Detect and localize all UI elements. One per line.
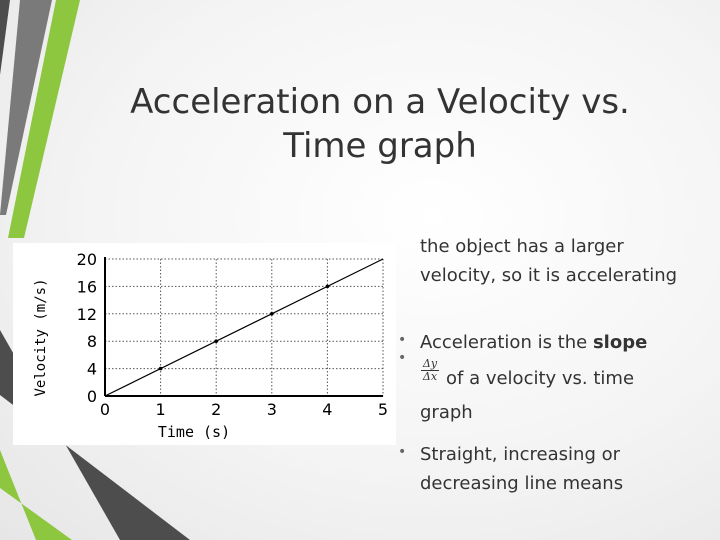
bullet-text-acceleration-prefix: Acceleration is the [420,332,593,353]
bullet-text-object-accelerating: the object has a larger velocity, so it … [420,236,678,286]
fraction-bar [421,370,439,371]
x-tick-label: 4 [322,400,332,419]
series-line [104,258,384,397]
bullet-text-velocity-time-line1: of a velocity vs. time [446,368,635,389]
bullet-item-straight-line: Straight, increasing or decreasing line … [420,440,690,498]
delta-fraction: Δy Δx [420,358,440,383]
x-tick-label: 5 [378,400,388,419]
slide-title: Acceleration on a Velocity vs. Time grap… [130,82,630,166]
data-point [214,339,218,343]
y-tick-label: 12 [77,305,97,324]
bullet-marker: • [398,350,407,366]
x-tick-label: 3 [267,400,277,419]
fraction-denominator: Δx [422,370,438,383]
stripe-dark-left [0,0,10,75]
bullet-marker: • [398,332,407,348]
stripe-green-left [8,0,80,238]
y-tick-label: 4 [87,360,97,379]
x-tick-label: 2 [211,400,221,419]
bullet-marker: • [398,444,407,460]
bullet-item-acceleration-slope: Acceleration is the slope [420,328,690,357]
bullet-text-straight-line: Straight, increasing or decreasing line … [420,444,624,494]
fraction-numerator: Δy [422,357,438,370]
stripe-green-bottom [0,450,72,540]
x-tick-label: 1 [156,400,166,419]
y-tick-label: 0 [87,387,97,406]
y-axis-label: Velocity (m/s) [33,278,49,396]
bullet-item-object-accelerating: the object has a larger velocity, so it … [420,232,690,290]
x-axis-label: Time (s) [158,423,230,441]
y-tick-label: 8 [87,332,97,351]
data-point [270,312,274,316]
data-point [158,366,163,371]
y-tick-label: 20 [77,250,97,269]
bullet-text-velocity-time-line2: graph [420,402,473,423]
velocity-time-graph: 0 4 8 12 16 20 0 1 2 3 4 5 Time (s) Velocity (m/s) [13,243,396,445]
data-point [325,284,330,289]
bullet-text-slope: slope [592,332,648,353]
stripe-mid-left [0,0,52,215]
y-tick-label: 16 [77,277,97,296]
x-tick-label: 0 [100,400,110,419]
